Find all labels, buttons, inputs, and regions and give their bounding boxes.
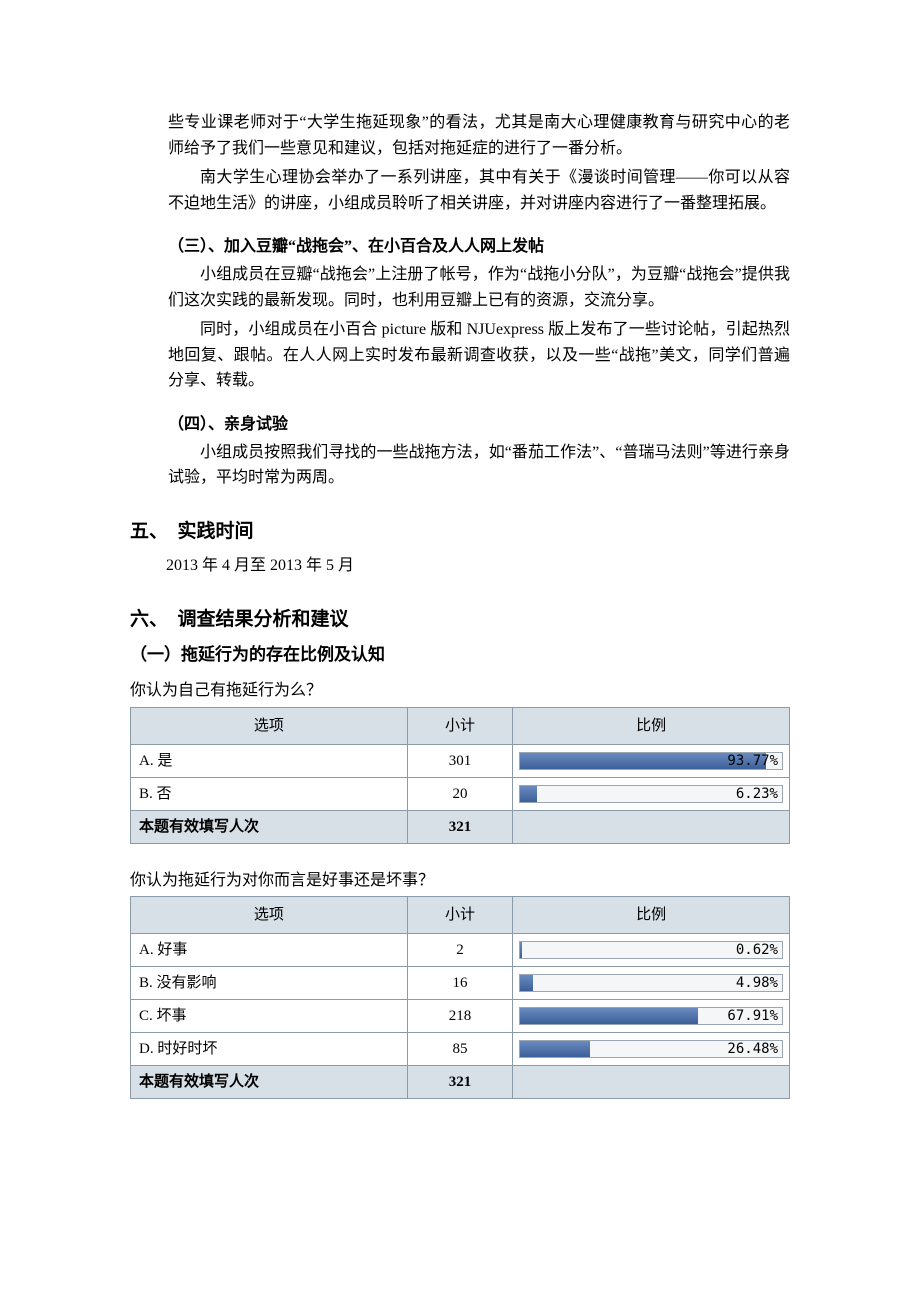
count-cell: 301	[407, 744, 512, 777]
th-option: 选项	[131, 707, 408, 744]
paragraph-3b: 同时，小组成员在小百合 picture 版和 NJUexpress 版上发布了一…	[168, 317, 790, 394]
count-cell: 16	[407, 967, 512, 1000]
survey1-total-row: 本题有效填写人次 321	[131, 810, 790, 843]
bar-label: 0.62%	[736, 942, 778, 958]
ratio-cell: 6.23%	[513, 777, 790, 810]
option-cell: B. 没有影响	[131, 967, 408, 1000]
table-header-row: 选项 小计 比例	[131, 897, 790, 934]
count-cell: 218	[407, 1000, 512, 1033]
bar-track: 6.23%	[519, 785, 783, 803]
survey2-body: A. 好事2 0.62% B. 没有影响16 4.98% C. 坏事218 67.91% D…	[131, 934, 790, 1066]
paragraph-3a: 小组成员在豆瓣“战拖会”上注册了帐号，作为“战拖小分队”，为豆瓣“战拖会”提供我…	[168, 262, 790, 313]
table-row: D. 时好时坏85 26.48%	[131, 1033, 790, 1066]
paragraph-continuation: 些专业课老师对于“大学生拖延现象”的看法，尤其是南大心理健康教育与研究中心的老师…	[168, 110, 790, 161]
bar-label: 93.77%	[727, 753, 778, 769]
table-row: C. 坏事218 67.91%	[131, 1000, 790, 1033]
ratio-cell: 26.48%	[513, 1033, 790, 1066]
bar-label: 67.91%	[727, 1008, 778, 1024]
total-ratio-empty	[513, 810, 790, 843]
bar-track: 4.98%	[519, 974, 783, 992]
total-label: 本题有效填写人次	[131, 1066, 408, 1099]
bar-fill	[520, 786, 536, 802]
ratio-cell: 93.77%	[513, 744, 790, 777]
survey2-total: 321	[407, 1066, 512, 1099]
ratio-cell: 0.62%	[513, 934, 790, 967]
survey2-total-row: 本题有效填写人次 321	[131, 1066, 790, 1099]
ratio-cell: 4.98%	[513, 967, 790, 1000]
section-5-body: 2013 年 4 月至 2013 年 5 月	[166, 553, 790, 579]
survey1-table: 选项 小计 比例 A. 是301 93.77% B. 否20 6.23% 本题有效填写…	[130, 707, 790, 844]
table-row: A. 是301 93.77%	[131, 744, 790, 777]
section-5-heading: 五、 实践时间	[130, 517, 790, 547]
bar-track: 26.48%	[519, 1040, 783, 1058]
document-page: 些专业课老师对于“大学生拖延现象”的看法，尤其是南大心理健康教育与研究中心的老师…	[0, 0, 920, 1159]
option-cell: A. 是	[131, 744, 408, 777]
count-cell: 85	[407, 1033, 512, 1066]
table-row: A. 好事2 0.62%	[131, 934, 790, 967]
table-row: B. 没有影响16 4.98%	[131, 967, 790, 1000]
bar-track: 0.62%	[519, 941, 783, 959]
bar-track: 93.77%	[519, 752, 783, 770]
survey2-question: 你认为拖延行为对你而言是好事还是坏事？	[130, 868, 790, 894]
bar-label: 6.23%	[736, 786, 778, 802]
subheading-3: （三）、加入豆瓣“战拖会”、在小百合及人人网上发帖	[168, 234, 790, 260]
option-cell: A. 好事	[131, 934, 408, 967]
th-count: 小计	[407, 707, 512, 744]
section-6a-heading: （一）拖延行为的存在比例及认知	[130, 641, 790, 668]
section-6-heading: 六、 调查结果分析和建议	[130, 605, 790, 635]
table-row: B. 否20 6.23%	[131, 777, 790, 810]
survey2-table: 选项 小计 比例 A. 好事20.62%B. 没有影响164.98%C. 坏事2…	[130, 896, 790, 1099]
option-cell: D. 时好时坏	[131, 1033, 408, 1066]
total-label: 本题有效填写人次	[131, 810, 408, 843]
count-cell: 20	[407, 777, 512, 810]
total-ratio-empty	[513, 1066, 790, 1099]
bar-label: 26.48%	[727, 1041, 778, 1057]
bar-track: 67.91%	[519, 1007, 783, 1025]
survey1-total: 321	[407, 810, 512, 843]
th-ratio: 比例	[513, 707, 790, 744]
th-ratio: 比例	[513, 897, 790, 934]
spacer	[168, 844, 790, 858]
paragraph-lecture: 南大学生心理协会举办了一系列讲座，其中有关于《漫谈时间管理——你可以从容不迫地生…	[168, 165, 790, 216]
bar-fill	[520, 1041, 589, 1057]
bar-fill	[520, 1008, 698, 1024]
subheading-4: （四）、亲身试验	[168, 412, 790, 438]
survey1-body: A. 是301 93.77% B. 否20 6.23%	[131, 744, 790, 810]
th-count: 小计	[407, 897, 512, 934]
survey1-question: 你认为自己有拖延行为么？	[130, 678, 790, 704]
count-cell: 2	[407, 934, 512, 967]
paragraph-4: 小组成员按照我们寻找的一些战拖方法，如“番茄工作法”、“普瑞马法则”等进行亲身试…	[168, 440, 790, 491]
option-cell: C. 坏事	[131, 1000, 408, 1033]
table-header-row: 选项 小计 比例	[131, 707, 790, 744]
bar-label: 4.98%	[736, 975, 778, 991]
ratio-cell: 67.91%	[513, 1000, 790, 1033]
bar-fill	[520, 942, 522, 958]
option-cell: B. 否	[131, 777, 408, 810]
th-option: 选项	[131, 897, 408, 934]
bar-fill	[520, 975, 533, 991]
